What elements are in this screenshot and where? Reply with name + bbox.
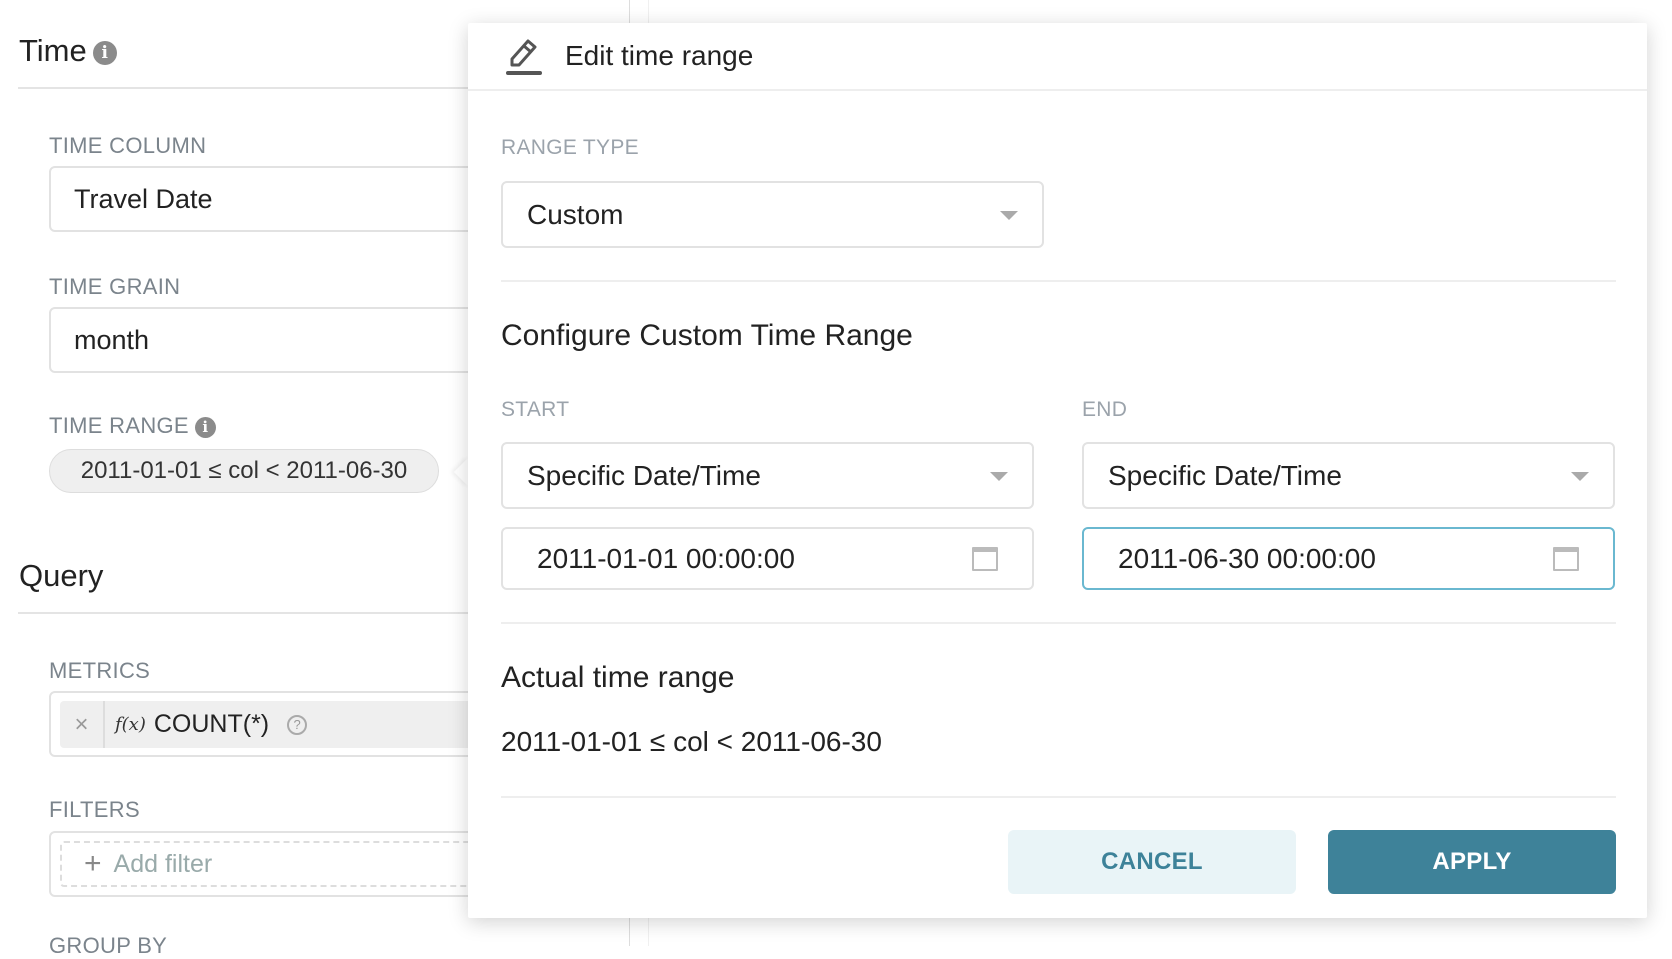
time-grain-select[interactable]: month	[49, 307, 529, 373]
time-title-text: Time	[19, 33, 87, 68]
time-range-pill[interactable]: 2011-01-01 ≤ col < 2011-06-30	[49, 449, 439, 493]
range-type-select[interactable]: Custom	[501, 181, 1044, 248]
edit-time-range-popover: Edit time range RANGE TYPE Custom Config…	[468, 23, 1647, 918]
time-grain-label: TIME GRAIN	[49, 274, 181, 299]
divider	[501, 622, 1616, 624]
time-divider	[18, 87, 488, 89]
calendar-icon[interactable]	[1553, 547, 1579, 571]
start-date-value: 2011-01-01 00:00:00	[537, 542, 795, 574]
start-date-input[interactable]: 2011-01-01 00:00:00	[501, 527, 1034, 590]
divider	[501, 280, 1616, 282]
filters-label: FILTERS	[49, 797, 140, 822]
time-range-pill-text: 2011-01-01 ≤ col < 2011-06-30	[80, 457, 408, 484]
time-column-label: TIME COLUMN	[49, 133, 207, 158]
metric-name: COUNT(*)	[153, 710, 270, 738]
query-divider	[18, 612, 488, 614]
start-mode-value: Specific Date/Time	[527, 459, 761, 491]
cancel-button[interactable]: CANCEL	[1008, 830, 1296, 894]
popover-title: Edit time range	[565, 40, 754, 71]
time-grain-value: month	[74, 324, 150, 355]
end-date-value: 2011-06-30 00:00:00	[1118, 542, 1376, 574]
divider	[501, 796, 1616, 798]
edit-pencil-icon	[506, 39, 542, 75]
configure-title: Configure Custom Time Range	[501, 319, 913, 352]
info-icon[interactable]: i	[194, 416, 216, 438]
end-date-input[interactable]: 2011-06-30 00:00:00	[1082, 527, 1615, 590]
start-label: START	[501, 398, 570, 421]
range-type-value: Custom	[527, 198, 624, 230]
time-range-label: TIME RANGE i	[49, 413, 216, 439]
info-icon[interactable]: i	[92, 40, 117, 65]
time-column-select[interactable]: Travel Date	[49, 166, 529, 232]
add-filter-text: Add filter	[113, 849, 213, 878]
remove-metric-icon[interactable]: ×	[60, 701, 105, 748]
chevron-down-icon	[990, 472, 1008, 481]
start-mode-select[interactable]: Specific Date/Time	[501, 442, 1034, 509]
end-label: END	[1082, 398, 1128, 421]
metrics-label: METRICS	[49, 658, 151, 683]
chevron-down-icon	[1571, 472, 1589, 481]
plus-icon: +	[84, 847, 102, 880]
end-mode-value: Specific Date/Time	[1108, 459, 1342, 491]
end-mode-select[interactable]: Specific Date/Time	[1082, 442, 1615, 509]
add-filter-button[interactable]: + Add filter	[60, 841, 500, 887]
chevron-down-icon	[1000, 211, 1018, 220]
actual-range-title: Actual time range	[501, 661, 735, 694]
time-section-title: Time i	[19, 33, 117, 69]
group-by-label: GROUP BY	[49, 933, 168, 958]
popover-header: Edit time range	[468, 23, 1647, 91]
metric-chip[interactable]: × f(x) COUNT(*) ?	[60, 701, 500, 748]
help-icon[interactable]: ?	[287, 714, 308, 735]
range-type-label: RANGE TYPE	[501, 136, 639, 159]
query-section-title: Query	[19, 558, 104, 593]
time-column-value: Travel Date	[74, 183, 213, 214]
apply-button[interactable]: APPLY	[1328, 830, 1616, 894]
actual-range-value: 2011-01-01 ≤ col < 2011-06-30	[501, 726, 882, 757]
calendar-icon[interactable]	[972, 547, 998, 571]
function-icon: f(x)	[115, 714, 146, 735]
time-range-label-text: TIME RANGE	[49, 413, 189, 438]
